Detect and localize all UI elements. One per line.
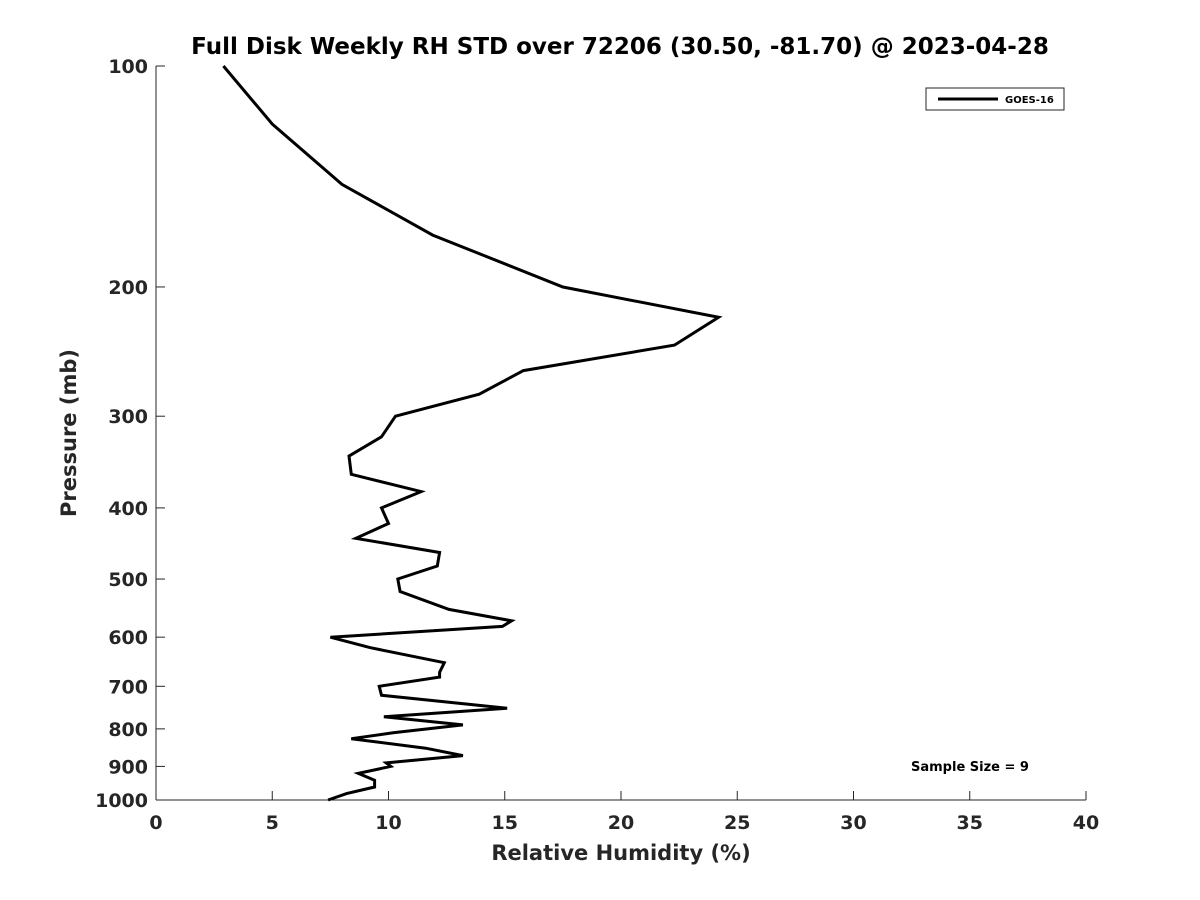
sample-size-annotation: Sample Size = 9 [911, 760, 1029, 775]
y-axis-ticks: 100 200 300 400 500 600 700 800 900 1000 [95, 56, 165, 812]
x-tick-label: 25 [724, 812, 750, 834]
y-tick-label: 300 [108, 406, 148, 428]
x-tick-label: 10 [375, 812, 401, 834]
y-tick-label: 1000 [95, 790, 148, 812]
y-axis-label: Pressure (mb) [57, 349, 81, 517]
legend: GOES-16 [925, 87, 1065, 111]
x-tick-label: 40 [1073, 812, 1099, 834]
y-tick-label: 700 [108, 676, 148, 698]
y-tick-label: 400 [108, 498, 148, 520]
x-tick-label: 5 [266, 812, 279, 834]
x-tick-label: 0 [149, 812, 162, 834]
x-axis-ticks: 0 5 10 15 20 25 30 35 40 [149, 791, 1099, 834]
series-line-goes-16 [222, 65, 723, 802]
y-tick-label: 600 [108, 627, 148, 649]
chart-title: Full Disk Weekly RH STD over 72206 (30.5… [191, 34, 1049, 60]
y-tick-label: 200 [108, 277, 148, 299]
x-tick-label: 35 [957, 812, 983, 834]
legend-label: GOES-16 [1005, 95, 1054, 106]
y-tick-label: 100 [108, 56, 148, 78]
x-tick-label: 30 [840, 812, 866, 834]
x-tick-label: 20 [608, 812, 634, 834]
y-tick-label: 500 [108, 569, 148, 591]
x-tick-label: 15 [492, 812, 518, 834]
y-tick-label: 800 [108, 719, 148, 741]
x-axis-label: Relative Humidity (%) [491, 841, 750, 865]
y-tick-label: 900 [108, 756, 148, 778]
